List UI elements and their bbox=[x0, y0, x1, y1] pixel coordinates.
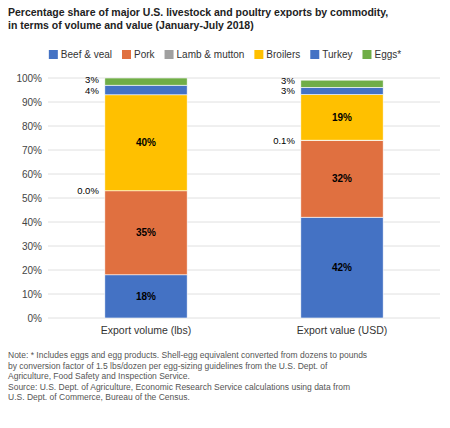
data-label: 3% bbox=[85, 74, 99, 85]
legend-item: Pork bbox=[122, 49, 156, 60]
y-tick-label: 0% bbox=[28, 313, 43, 324]
bar-segment bbox=[301, 95, 383, 141]
y-tick-label: 80% bbox=[22, 121, 42, 132]
y-tick-label: 20% bbox=[22, 265, 42, 276]
legend-swatch bbox=[49, 50, 58, 59]
data-label: 0.0% bbox=[77, 185, 99, 196]
legend-item: Turkey bbox=[310, 49, 352, 60]
legend-label: Lamb & mutton bbox=[177, 49, 245, 60]
title: Percentage share of major U.S. livestock… bbox=[8, 6, 388, 31]
y-tick-label: 70% bbox=[22, 145, 42, 156]
bar-segment bbox=[301, 80, 383, 87]
y-tick-label: 50% bbox=[22, 193, 42, 204]
data-label: 4% bbox=[85, 85, 99, 96]
legend-swatch bbox=[310, 50, 319, 59]
bars bbox=[105, 78, 383, 318]
legend: Beef & veal Pork Lamb & mutton Broilers Turk… bbox=[49, 49, 401, 60]
data-label: 42% bbox=[332, 262, 352, 273]
bar-segment bbox=[105, 275, 187, 318]
x-tick-label: Export volume (lbs) bbox=[101, 324, 191, 336]
bar-segment bbox=[105, 95, 187, 191]
legend-item: Eggs* bbox=[362, 49, 401, 60]
legend-label: Eggs* bbox=[374, 49, 401, 60]
data-label: 35% bbox=[136, 227, 156, 238]
y-tick-label: 40% bbox=[22, 217, 42, 228]
legend-swatch bbox=[362, 50, 371, 59]
legend-label: Broilers bbox=[266, 49, 300, 60]
note: Note: * Includes eggs and egg products. … bbox=[8, 350, 367, 402]
background bbox=[0, 0, 450, 428]
bar-segment bbox=[301, 140, 383, 217]
bar-segment bbox=[105, 78, 187, 85]
y-tick-label: 10% bbox=[22, 289, 42, 300]
y-tick-label: 30% bbox=[22, 241, 42, 252]
bar-segment bbox=[105, 85, 187, 95]
data-labels: 18%35%40%0.0%4%3%42%32%19%0.1%3%3% bbox=[77, 74, 352, 302]
legend-swatch bbox=[165, 50, 174, 59]
y-axis: 0% 10% 20% 30% 40% 50% 60% 70% 80% 90% 100% bbox=[16, 73, 440, 324]
data-label: 0.1% bbox=[273, 135, 295, 146]
x-tick-label: Export value (USD) bbox=[297, 324, 387, 336]
y-tick-label: 90% bbox=[22, 97, 42, 108]
data-label: 3% bbox=[281, 85, 295, 96]
legend-item: Beef & veal bbox=[49, 49, 112, 60]
y-tick-label: 100% bbox=[16, 73, 42, 84]
legend-swatch bbox=[254, 50, 263, 59]
legend-label: Turkey bbox=[322, 49, 352, 60]
bar-segment bbox=[105, 191, 187, 275]
bar-segment bbox=[301, 87, 383, 94]
legend-item: Broilers bbox=[254, 49, 300, 60]
data-label: 18% bbox=[136, 291, 156, 302]
data-label: 19% bbox=[332, 112, 352, 123]
legend-label: Pork bbox=[134, 49, 156, 60]
bar-segment bbox=[301, 217, 383, 318]
legend-item: Lamb & mutton bbox=[165, 49, 245, 60]
data-label: 32% bbox=[332, 173, 352, 184]
legend-swatch bbox=[122, 50, 131, 59]
y-tick-label: 60% bbox=[22, 169, 42, 180]
data-label: 40% bbox=[136, 137, 156, 148]
data-label: 3% bbox=[281, 75, 295, 86]
chart: Percentage share of major U.S. livestock… bbox=[0, 0, 450, 428]
legend-label: Beef & veal bbox=[61, 49, 112, 60]
